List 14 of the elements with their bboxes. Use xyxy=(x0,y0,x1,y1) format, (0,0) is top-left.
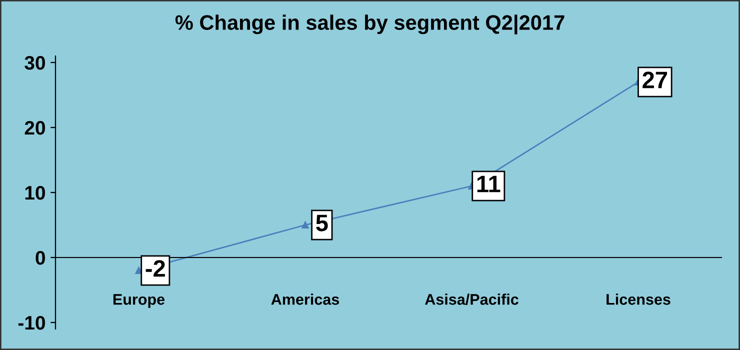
x-tick-label: Americas xyxy=(271,294,340,305)
y-tick-label: 10 xyxy=(25,186,45,200)
y-tick-label: 20 xyxy=(24,120,45,135)
data-label: 11 xyxy=(477,176,500,192)
chart-title: % Change in sales by segment Q2|2017 xyxy=(175,14,564,34)
y-tick-label: 0 xyxy=(36,250,45,265)
y-tick-label: 30 xyxy=(24,56,45,70)
data-label: 5 xyxy=(316,214,328,232)
x-tick-label: Asisa/Pacific xyxy=(425,294,518,305)
data-label: 27 xyxy=(642,72,667,88)
data-label: -2 xyxy=(146,260,165,277)
x-tick-label: Licenses xyxy=(606,294,670,305)
x-tick-label: Europe xyxy=(113,294,165,308)
y-tick-label: -10 xyxy=(18,316,45,330)
